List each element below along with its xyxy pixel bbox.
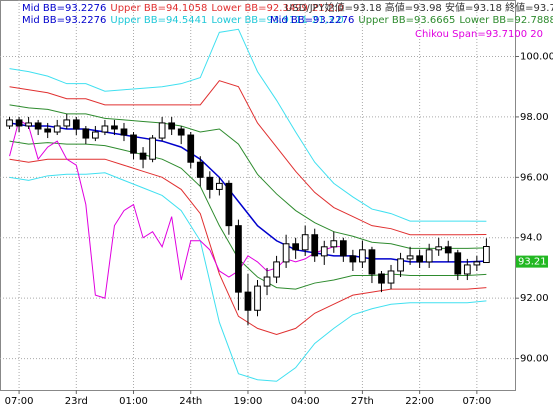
indicator-line xyxy=(9,80,487,236)
indicator-line xyxy=(9,140,487,290)
candle-body xyxy=(235,225,242,293)
candle-body xyxy=(473,261,481,266)
indicator-readout: 21,3.0 xyxy=(312,15,344,26)
x-tick-label: 07:00 xyxy=(5,396,34,407)
indicator-readout: Upper BB=94.1058 xyxy=(110,3,207,14)
price-marker xyxy=(516,255,548,268)
candle-body xyxy=(196,161,204,178)
candle-body xyxy=(416,255,423,263)
candle-body xyxy=(330,240,338,248)
candle-body xyxy=(263,276,271,287)
x-tick-label: 24th xyxy=(179,396,202,407)
indicator-readout: Upper BB=93.6665 xyxy=(358,15,455,26)
candle-body xyxy=(149,137,156,160)
candle-body xyxy=(177,128,185,136)
candle-body xyxy=(15,119,23,127)
indicator-line xyxy=(9,104,487,249)
candle-body xyxy=(292,243,300,251)
candle-body xyxy=(483,246,490,264)
candle-body xyxy=(444,246,452,254)
indicator-readout: Mid BB=93.2276 xyxy=(22,3,106,14)
plot-frame xyxy=(0,0,516,391)
candle-body xyxy=(387,270,395,284)
candle-body xyxy=(139,152,147,160)
indicator-readout: 21,2.0 xyxy=(312,3,344,14)
candle-body xyxy=(53,125,61,133)
candle-body xyxy=(273,261,280,278)
candle-body xyxy=(254,285,261,311)
candle-body xyxy=(301,234,309,251)
x-tick-label: 19:00 xyxy=(234,396,263,407)
price-marker-label: 93.21 xyxy=(518,257,547,268)
indicator-readout: Lower BB=92.3499 xyxy=(211,3,308,14)
y-tick-label: 96.00 xyxy=(520,172,549,183)
indicator-readout: Lower BB=92.7888 xyxy=(459,15,553,26)
candle-body xyxy=(244,291,252,311)
candle-body xyxy=(368,249,376,275)
candle-body xyxy=(72,119,80,130)
candle-body xyxy=(120,128,128,136)
x-tick-label: 22:00 xyxy=(405,396,434,407)
candle-body xyxy=(397,258,404,272)
candle-body xyxy=(111,125,118,130)
candle-body xyxy=(92,131,99,139)
indicator-readout: Mid BB=93.2276 xyxy=(270,15,354,26)
candle-body xyxy=(101,125,109,133)
y-tick-label: 92.00 xyxy=(520,293,549,304)
candle-body xyxy=(168,122,176,130)
indicator-readout: Chikou Span=93.7100 20 xyxy=(415,29,543,40)
candle-body xyxy=(435,246,443,251)
candle-body xyxy=(359,249,366,263)
candle-body xyxy=(206,176,214,190)
indicator-readout: USD/JPY始値=93.18 高値=93.98 安値=93.18 終値=93.… xyxy=(285,1,553,14)
y-tick-label: 100.00 xyxy=(520,51,553,62)
indicator-readout: Upper BB=94.5441 xyxy=(110,15,207,26)
candle-body xyxy=(339,240,347,257)
candle-body xyxy=(63,119,71,127)
x-tick-label: 23rd xyxy=(65,396,88,407)
x-tick-label: 04:00 xyxy=(291,396,320,407)
candle-body xyxy=(311,234,319,257)
indicator-readout: Mid BB=93.2276 xyxy=(22,15,106,26)
y-tick-label: 90.00 xyxy=(520,354,549,365)
x-tick-label: 01:00 xyxy=(119,396,148,407)
candle-body xyxy=(406,255,414,260)
candle-body xyxy=(25,122,32,127)
candle-body xyxy=(34,122,42,130)
candle-body xyxy=(463,264,471,275)
candle-body xyxy=(425,249,433,263)
candle-body xyxy=(454,252,462,275)
candle-body xyxy=(187,134,195,163)
candle-body xyxy=(82,128,90,139)
candle-body xyxy=(378,273,385,284)
y-tick-label: 98.00 xyxy=(520,112,549,123)
indicator-line xyxy=(9,28,487,222)
indicator-readout: Lower BB=93.9111 xyxy=(211,15,308,26)
candle-body xyxy=(282,243,290,263)
candle-body xyxy=(215,182,223,190)
candle-body xyxy=(349,255,357,263)
candle-body xyxy=(44,128,52,133)
x-tick-label: 27th xyxy=(351,396,374,407)
candle-body xyxy=(320,246,328,257)
candle-body xyxy=(130,134,137,154)
candle-body xyxy=(225,182,233,227)
y-tick-label: 94.0 xyxy=(520,233,542,244)
x-tick-label: 07:00 xyxy=(462,396,491,407)
candle-body xyxy=(158,122,166,139)
candle-body xyxy=(6,119,13,127)
indicator-line xyxy=(9,172,487,382)
